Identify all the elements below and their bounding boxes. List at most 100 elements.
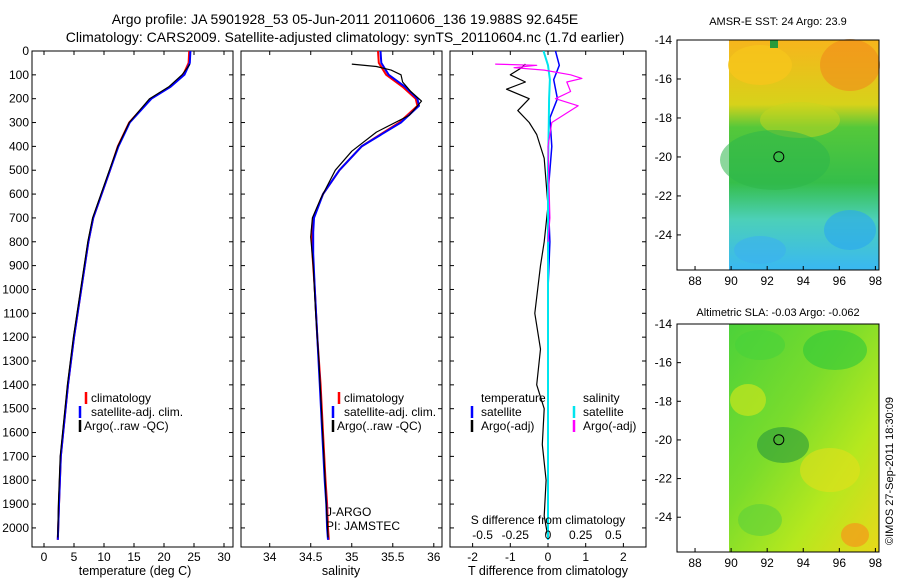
- x-tick-label: 30: [217, 550, 231, 564]
- figure-title-line1: Argo profile: JA 5901928_53 05-Jun-2011 …: [112, 11, 579, 27]
- sst-map-title: AMSR-E SST: 24 Argo: 23.9: [709, 16, 847, 28]
- series-line-satellite-adj-clim-: [312, 51, 420, 540]
- x-tick-label: -2: [467, 550, 478, 564]
- map-y-tick-label: -20: [655, 150, 673, 164]
- legend-label-s-argo: Argo(-adj): [583, 419, 636, 433]
- y-tick-label: 1600: [2, 426, 29, 440]
- legend-label-t-satellite: satellite: [481, 405, 522, 419]
- x-tick-label: 5: [71, 550, 78, 564]
- y-tick-label: 1400: [2, 378, 29, 392]
- map-y-tick-label: -14: [655, 317, 673, 331]
- map-x-tick-label: 92: [760, 556, 774, 570]
- temperature-legend: climatology satellite-adj. clim. Argo(..…: [78, 391, 183, 433]
- map-x-tick-label: 96: [833, 556, 847, 570]
- map-x-tick-label: 98: [869, 274, 883, 288]
- imos-timestamp: ©IMOS 27-Sep-2011 18:30:09: [884, 397, 896, 545]
- series-line-temperature-argo-adj-: [505, 63, 549, 538]
- legend-label-satellite-adj: satellite-adj. clim.: [344, 405, 436, 419]
- map-y-tick-label: -22: [655, 472, 673, 486]
- salinity-legend: climatology satellite-adj. clim. Argo(..…: [331, 391, 436, 433]
- s-tick-label: -0.25: [502, 528, 530, 542]
- x-tick-label: 1: [582, 550, 589, 564]
- map-x-tick-label: 96: [833, 274, 847, 288]
- y-tick-label: 600: [9, 187, 29, 201]
- map-x-tick-label: 92: [760, 274, 774, 288]
- float-pi-label: PI: JAMSTEC: [326, 519, 400, 533]
- map-x-tick-label: 90: [724, 556, 738, 570]
- legend-label-satellite-adj: satellite-adj. clim.: [91, 405, 183, 419]
- series-line-satellite-adj-clim-: [56, 51, 192, 540]
- y-tick-label: 0: [22, 44, 29, 58]
- y-tick-label: 1300: [2, 354, 29, 368]
- y-tick-label: 200: [9, 92, 29, 106]
- x-tick-label: 20: [157, 550, 171, 564]
- argo-location-marker: [773, 434, 785, 446]
- sla-map-land-mask: [677, 324, 729, 552]
- x-tick-label: 10: [97, 550, 111, 564]
- y-tick-label: 900: [9, 259, 29, 273]
- x-tick-label: 15: [127, 550, 141, 564]
- sst-map-land-mask: [677, 40, 729, 270]
- map-x-tick-label: 88: [688, 274, 702, 288]
- x-tick-label: 25: [187, 550, 201, 564]
- x-tick-label: 36: [427, 550, 441, 564]
- y-tick-label: 300: [9, 116, 29, 130]
- series-line-climatology: [56, 51, 191, 540]
- map-y-tick-label: -18: [655, 111, 673, 125]
- x-tick-label: 35: [345, 550, 359, 564]
- map-y-tick-label: -24: [655, 510, 673, 524]
- x-tick-label: 2: [620, 550, 627, 564]
- s-tick-label: 0.25: [569, 528, 593, 542]
- map-x-tick-label: 88: [688, 556, 702, 570]
- y-tick-label: 1900: [2, 497, 29, 511]
- s-tick-label: -0.5: [472, 528, 493, 542]
- sla-field-texture: [730, 330, 869, 547]
- series-line-argo-raw-qc-: [57, 63, 191, 538]
- salinity-frame: [240, 50, 443, 548]
- map-y-tick-label: -16: [655, 72, 673, 86]
- map-x-tick-label: 90: [724, 274, 738, 288]
- map-x-tick-label: 94: [797, 274, 811, 288]
- salinity-panel: 34 34.5 35 35.5 36 salinity climatology sate…: [240, 50, 443, 578]
- legend-label-climatology: climatology: [91, 391, 151, 405]
- y-tick-label: 1000: [2, 282, 29, 296]
- series-line-salinity-satellite: [542, 51, 551, 540]
- y-tick-label: 1200: [2, 330, 29, 344]
- temperature-panel: 0 5 10 15 20 25 300100200300400500600700800900…: [2, 44, 234, 578]
- map-y-tick-label: -22: [655, 189, 673, 203]
- y-tick-label: 1800: [2, 473, 29, 487]
- x-tick-label: 34.5: [299, 550, 323, 564]
- y-tick-label: 2000: [2, 521, 29, 535]
- series-line-climatology: [310, 51, 419, 540]
- temperature-xlabel: temperature (deg C): [79, 564, 192, 578]
- salinity-xlabel: salinity: [322, 564, 361, 578]
- legend-label-s-satellite: satellite: [583, 405, 624, 419]
- legend-heading-salinity: salinity: [583, 391, 620, 405]
- s-tick-label: 0.5: [605, 528, 622, 542]
- s-tick-label: 0: [545, 528, 552, 542]
- sla-map-title: Altimetric SLA: -0.03 Argo: -0.062: [696, 307, 859, 319]
- temperature-frame: [31, 50, 234, 548]
- figure-title-line2: Climatology: CARS2009. Satellite-adjuste…: [66, 29, 624, 45]
- legend-heading-temperature: temperature: [481, 391, 546, 405]
- y-tick-label: 500: [9, 163, 29, 177]
- legend-label-climatology: climatology: [344, 391, 404, 405]
- sst-map-frame: [676, 39, 880, 271]
- y-tick-label: 1700: [2, 449, 29, 463]
- y-tick-label: 1100: [3, 306, 29, 320]
- map-y-tick-label: -16: [655, 356, 673, 370]
- x-tick-label: 34: [263, 550, 277, 564]
- sla-map-frame: [676, 323, 880, 553]
- y-tick-label: 400: [9, 139, 29, 153]
- x-tick-label: 0: [41, 550, 48, 564]
- sst-map-panel: AMSR-E SST: 24 Argo: 23.9 88 90 92 94 96 98 -1…: [655, 16, 883, 288]
- map-y-tick-label: -14: [655, 33, 673, 47]
- y-tick-label: 800: [9, 235, 29, 249]
- x-tick-label: -1: [505, 550, 516, 564]
- difference-legend-temperature: temperature satellite Argo(-adj): [470, 391, 546, 433]
- series-line-salinity-argo-adj-: [495, 63, 583, 242]
- difference-legend-salinity: salinity satellite Argo(-adj): [572, 391, 636, 433]
- series-line-argo-raw-qc-: [310, 63, 423, 538]
- difference-panel: -2 -1 0 1 2 -0.5 -0.25 0 0.25 0.5 T difference f…: [449, 50, 647, 578]
